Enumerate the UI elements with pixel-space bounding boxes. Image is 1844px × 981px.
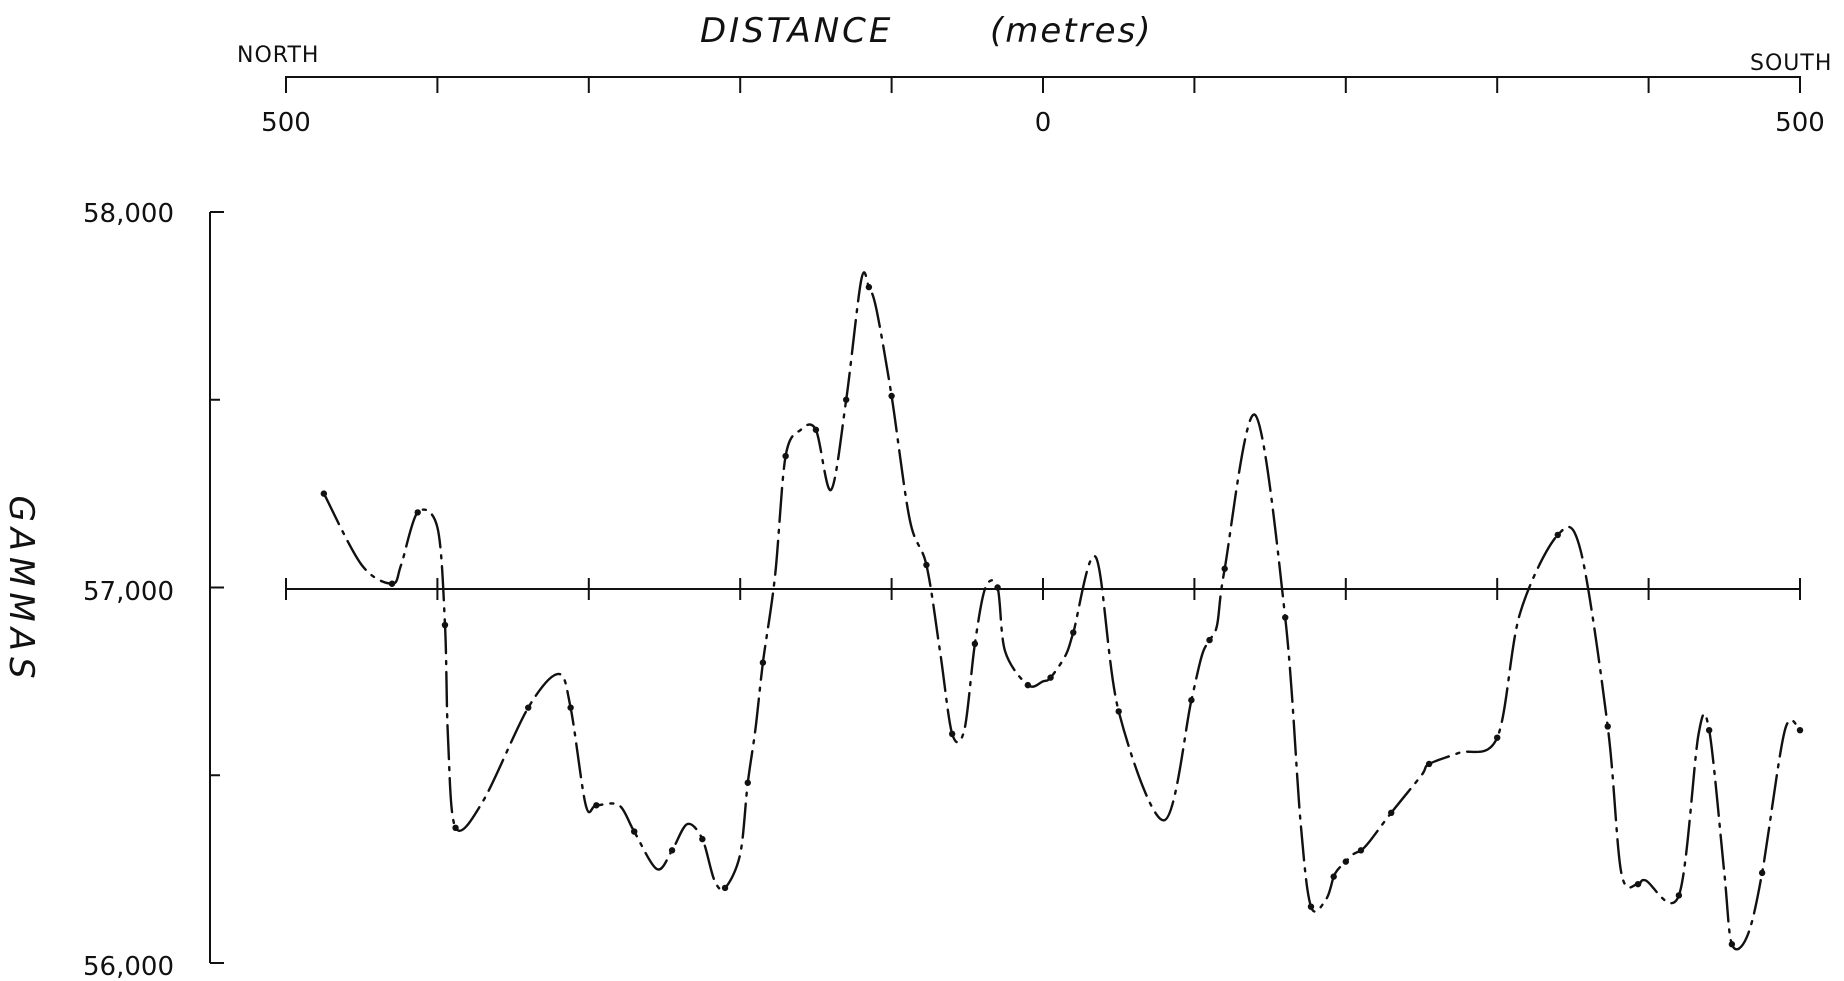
- distance-tick-label-left: 500: [261, 108, 311, 138]
- series-point: [1796, 726, 1804, 734]
- series-point: [1604, 723, 1611, 730]
- series-point: [1342, 858, 1350, 865]
- gammas-profile-series: [320, 271, 1804, 951]
- series-point: [1675, 892, 1683, 899]
- series-point: [1047, 674, 1054, 681]
- gammas-tick-label-58000: 58,000: [83, 199, 174, 229]
- series-point: [1024, 681, 1032, 689]
- series-point: [699, 835, 706, 843]
- series-point: [1634, 880, 1642, 888]
- series-point: [865, 283, 873, 291]
- series-point: [1705, 726, 1713, 734]
- series-point: [1221, 565, 1228, 572]
- gammas-tick-label-56000: 56,000: [83, 952, 174, 981]
- series-point: [1206, 636, 1213, 644]
- baseline-ticks: [285, 578, 1801, 600]
- series-point: [923, 561, 930, 569]
- series-point: [668, 847, 676, 854]
- series-point: [593, 802, 600, 809]
- series-point: [525, 704, 532, 711]
- series-point: [721, 884, 729, 892]
- series-point: [1728, 941, 1736, 948]
- direction-south-label: SOUTH: [1750, 51, 1832, 76]
- series-point: [888, 392, 895, 400]
- gammas-tick-label-57000: 57,000: [83, 577, 174, 607]
- baseline-57000: [285, 578, 1801, 600]
- series-point: [388, 580, 396, 587]
- series-point: [948, 730, 956, 738]
- distance-axis-ticks: [285, 76, 1801, 93]
- gammas-axis-ticks: [210, 211, 224, 964]
- distance-tick-label-right: 500: [1775, 108, 1825, 138]
- series-point: [1330, 873, 1337, 880]
- chart-title-unit: (metres): [990, 11, 1153, 51]
- series-point: [1357, 847, 1365, 854]
- series-point: [971, 640, 979, 648]
- gammas-axis-label: GAMMAS: [1, 495, 41, 684]
- series-line-0: [322, 271, 1802, 951]
- series-point: [631, 828, 638, 835]
- series-point: [1388, 809, 1395, 816]
- series-point: [782, 452, 789, 460]
- series-point: [1282, 614, 1289, 621]
- series-point: [744, 779, 751, 786]
- series-point: [414, 509, 421, 516]
- direction-north-label: NORTH: [237, 43, 319, 68]
- series-point: [1758, 869, 1766, 877]
- series-point: [842, 396, 850, 403]
- series-point: [1188, 696, 1195, 704]
- series-point: [1070, 629, 1077, 636]
- series-point: [812, 426, 820, 433]
- series-point: [1554, 531, 1561, 539]
- series-point: [1115, 708, 1122, 715]
- series-point: [759, 659, 767, 666]
- series-point: [1307, 903, 1315, 910]
- series-point: [441, 621, 449, 629]
- series-point: [452, 824, 459, 832]
- series-point: [1494, 734, 1501, 741]
- series-point: [1425, 760, 1433, 768]
- series-point: [994, 584, 1001, 591]
- gammas-axis: [209, 211, 224, 964]
- chart-title: DISTANCE: [700, 11, 893, 51]
- distance-axis: [285, 76, 1801, 93]
- distance-tick-label-center: 0: [1035, 108, 1052, 138]
- series-point: [320, 490, 328, 497]
- series-point: [567, 704, 574, 711]
